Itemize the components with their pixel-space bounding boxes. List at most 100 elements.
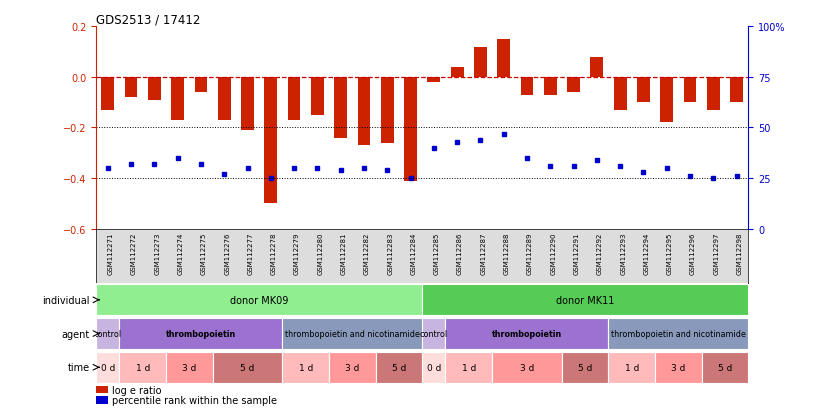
Text: donor MK09: donor MK09 [230,295,288,305]
Bar [655,352,701,383]
Bar [614,78,626,111]
Text: donor MK11: donor MK11 [556,295,614,305]
Text: GSM112283: GSM112283 [387,232,393,274]
Bar [497,40,510,78]
Text: GSM112277: GSM112277 [247,232,253,274]
Bar [334,78,347,138]
Text: GDS2513 / 17412: GDS2513 / 17412 [96,13,201,26]
Text: GSM112281: GSM112281 [341,232,347,274]
Bar [492,352,562,383]
Text: time: time [68,362,89,373]
Bar [264,78,278,204]
Bar [567,78,580,93]
Text: 3 d: 3 d [671,363,686,372]
Bar [96,396,108,404]
Bar [96,285,422,316]
Text: thrombopoietin and nicotinamide: thrombopoietin and nicotinamide [611,329,746,338]
Text: thrombopoietin: thrombopoietin [166,329,236,338]
Bar [609,318,748,349]
Text: 5 d: 5 d [392,363,406,372]
Bar [730,78,743,103]
Text: GSM112284: GSM112284 [410,232,416,274]
Text: GSM112287: GSM112287 [481,232,487,274]
Text: individual: individual [42,295,89,305]
Text: control: control [420,329,448,338]
Text: 3 d: 3 d [520,363,534,372]
Text: GSM112273: GSM112273 [155,232,161,274]
Text: thrombopoietin: thrombopoietin [492,329,562,338]
Bar [195,78,207,93]
Bar [422,352,446,383]
Text: 0 d: 0 d [426,363,441,372]
Text: 5 d: 5 d [718,363,732,372]
Text: 5 d: 5 d [578,363,593,372]
Text: GSM112275: GSM112275 [201,232,207,274]
Text: GSM112279: GSM112279 [294,232,300,274]
Bar [521,78,533,95]
Bar [96,386,108,394]
Bar [381,78,394,143]
Bar [171,78,184,121]
Text: GSM112289: GSM112289 [527,232,533,274]
Text: GSM112271: GSM112271 [108,232,114,274]
Text: 1 d: 1 d [135,363,150,372]
Text: GSM112274: GSM112274 [177,232,184,274]
Bar [451,68,463,78]
Bar [120,352,166,383]
Bar [637,78,650,103]
Bar [474,47,487,78]
Bar [427,78,441,83]
Bar [96,352,120,383]
Bar [283,318,422,349]
Bar [329,352,375,383]
Text: control: control [94,329,122,338]
Text: percentile rank within the sample: percentile rank within the sample [112,395,278,405]
Bar [311,78,324,116]
Text: GSM112278: GSM112278 [271,232,277,274]
Text: 5 d: 5 d [240,363,255,372]
Bar [120,318,283,349]
Text: 0 d: 0 d [100,363,115,372]
Text: GSM112298: GSM112298 [737,232,742,274]
Text: GSM112288: GSM112288 [503,232,510,274]
Text: GSM112282: GSM112282 [364,232,370,274]
Bar [283,352,329,383]
Bar [101,78,115,111]
Text: GSM112285: GSM112285 [434,232,440,274]
Text: 3 d: 3 d [345,363,359,372]
Text: 1 d: 1 d [461,363,476,372]
Bar [684,78,696,103]
Bar [446,352,492,383]
Text: 1 d: 1 d [624,363,639,372]
Text: thrombopoietin and nicotinamide: thrombopoietin and nicotinamide [285,329,420,338]
Text: GSM112297: GSM112297 [713,232,719,274]
Bar [241,78,254,131]
Text: GSM112276: GSM112276 [224,232,230,274]
Bar [422,285,748,316]
Bar [562,352,609,383]
Bar [288,78,300,121]
Bar [375,352,422,383]
Bar [660,78,673,123]
Text: 1 d: 1 d [298,363,313,372]
Bar [609,352,655,383]
Text: 3 d: 3 d [182,363,196,372]
Text: log e ratio: log e ratio [112,385,162,395]
Text: GSM112296: GSM112296 [690,232,696,274]
Bar [125,78,137,98]
Bar [590,57,604,78]
Text: GSM112290: GSM112290 [550,232,556,274]
Bar [422,318,446,349]
Bar [148,78,161,100]
Bar [218,78,231,121]
Bar [701,352,748,383]
Text: GSM112280: GSM112280 [318,232,324,274]
Bar [166,352,212,383]
Bar [96,318,120,349]
Text: GSM112295: GSM112295 [667,232,673,274]
Text: GSM112294: GSM112294 [644,232,650,274]
Text: GSM112272: GSM112272 [131,232,137,274]
Text: GSM112293: GSM112293 [620,232,626,274]
Text: agent: agent [61,329,89,339]
Bar [404,78,417,181]
